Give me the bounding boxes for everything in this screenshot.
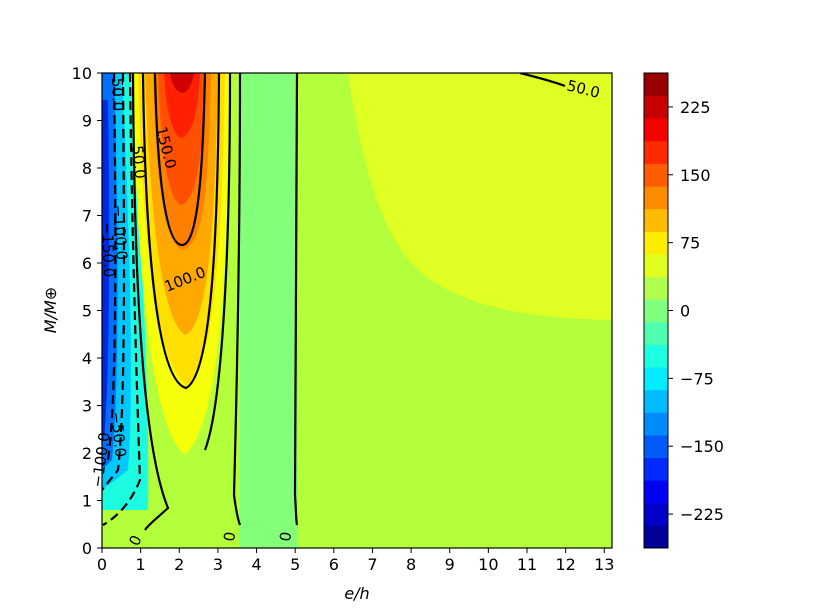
y-tick-label: 3 (82, 397, 92, 416)
colorbar-level (644, 525, 668, 549)
colorbar-level (644, 140, 668, 164)
x-axis-label: e/h (344, 584, 369, 603)
fill-negative-zone-4 (102, 100, 110, 440)
fill-upper-right-region (348, 73, 612, 320)
colorbar-tick-label: 75 (680, 234, 700, 253)
colorbar-tick-label: −225 (680, 505, 724, 524)
colorbar-level (644, 389, 668, 413)
x-tick-label: 9 (445, 555, 455, 574)
y-tick-label: 5 (82, 302, 92, 321)
colorbar-level (644, 73, 668, 97)
colorbar-level (644, 95, 668, 119)
x-tick-label: 10 (478, 555, 498, 574)
contour-line-50-right (203, 73, 232, 451)
colorbar-level (644, 344, 668, 368)
colorbar (644, 73, 668, 549)
contour-line-neg-50 (102, 73, 142, 526)
contour-line-150 (153, 73, 207, 247)
contour-line-neg-100 (102, 73, 126, 491)
colorbar-tick-label: −75 (680, 369, 714, 388)
x-tick-label: 13 (594, 555, 614, 574)
colorbar-level (644, 163, 668, 187)
x-tick-label: 12 (555, 555, 575, 574)
y-tick-label: 10 (72, 64, 92, 83)
y-axis-label: M/M⊕ (41, 287, 60, 333)
x-axis-ticks: 0 1 2 3 4 5 6 7 8 9 10 11 12 13 (97, 548, 614, 574)
clabel-50-mid: 50.0 (128, 145, 149, 180)
contour-line-100 (141, 73, 221, 390)
x-tick-label: 5 (290, 555, 300, 574)
colorbar-ticks: −225 −150 −75 0 75 150 225 (668, 98, 724, 524)
colorbar-level (644, 502, 668, 526)
colorbar-level (644, 118, 668, 142)
x-tick-label: 8 (406, 555, 416, 574)
y-tick-label: 8 (82, 159, 92, 178)
clabel-neg-50: −50.0 (107, 411, 130, 459)
colorbar-level (644, 457, 668, 481)
colorbar-tick-label: −150 (680, 437, 724, 456)
colorbar-level (644, 276, 668, 300)
x-tick-label: 7 (367, 555, 377, 574)
colorbar-level (644, 434, 668, 459)
colorbar-level (644, 253, 668, 278)
x-tick-label: 2 (174, 555, 184, 574)
clabel-neg100-a: −100.0 (109, 204, 131, 261)
contour-line-50 (131, 73, 170, 531)
y-tick-label: 6 (82, 254, 92, 273)
fill-positive-lobe-7 (170, 73, 194, 93)
colorbar-tick-label: 0 (680, 302, 690, 321)
colorbar-level (644, 208, 668, 232)
clabel-neg150-a: −150.0 (98, 222, 118, 278)
colorbar-level (644, 186, 668, 210)
x-tick-label: 4 (251, 555, 261, 574)
y-tick-label: 4 (82, 349, 92, 368)
colorbar-level (644, 299, 668, 323)
x-tick-label: 0 (97, 555, 107, 574)
colorbar-level (644, 231, 668, 255)
colorbar-tick-label: 225 (680, 98, 711, 117)
colorbar-level (644, 412, 668, 436)
filled-contours (102, 73, 612, 548)
colorbar-level (644, 321, 668, 345)
colorbar-level (644, 480, 668, 504)
x-tick-label: 3 (213, 555, 223, 574)
clabel-zero-2: 0 (220, 531, 239, 543)
contour-line-50-topright (519, 73, 566, 88)
clabel-zero-3: 0 (276, 531, 295, 543)
y-tick-label: 7 (82, 207, 92, 226)
colorbar-level (644, 367, 668, 391)
clabel-50-left: 50.0 (108, 78, 127, 112)
colorbar-tick-label: 150 (680, 166, 711, 185)
fill-positive-lobe-6 (164, 73, 200, 138)
fill-central-band (240, 73, 298, 548)
y-axis-ticks: 0 1 2 3 4 5 6 7 8 9 10 (72, 64, 102, 558)
contour-line-zero-left (232, 73, 242, 526)
contour-lines (102, 73, 566, 531)
y-tick-label: 2 (82, 444, 92, 463)
x-tick-label: 6 (329, 555, 339, 574)
x-tick-label: 11 (517, 555, 537, 574)
y-tick-label: 0 (82, 539, 92, 558)
y-tick-label: 9 (82, 112, 92, 131)
x-tick-label: 1 (136, 555, 146, 574)
y-tick-label: 1 (82, 492, 92, 511)
contour-line-neg-150 (102, 73, 117, 466)
contour-line-zero-right (293, 73, 299, 526)
